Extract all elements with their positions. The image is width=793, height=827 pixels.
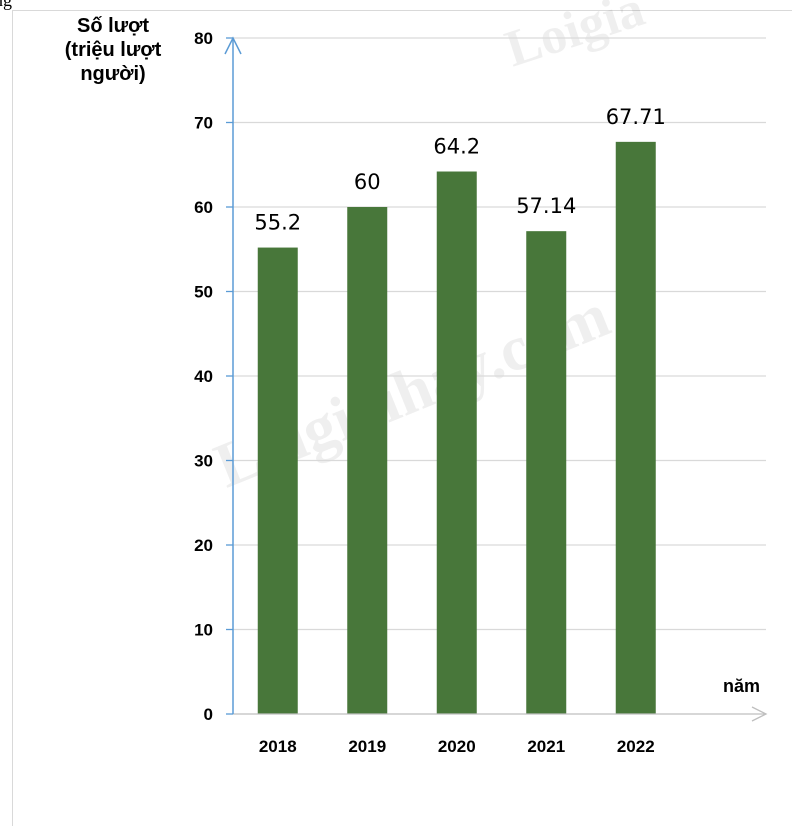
bars: [257, 141, 656, 715]
x-tick-label: 2019: [348, 737, 386, 756]
y-tick-label: 0: [204, 705, 213, 724]
y-axis-title-line: người): [80, 63, 146, 85]
y-axis-title-line: (triệu lượt: [64, 39, 162, 61]
x-axis-title: năm: [723, 676, 760, 696]
axes: [224, 36, 768, 722]
gridlines: [233, 37, 766, 631]
y-tick-label: 70: [194, 114, 213, 133]
data-label: 57.14: [516, 194, 576, 218]
y-tick-label: 60: [194, 198, 213, 217]
y-axis-title-line: Số lượt: [76, 15, 150, 37]
top-clipped-text: ng: [0, 0, 12, 10]
y-tick-label: 20: [194, 536, 213, 555]
x-tick-label: 2022: [617, 737, 655, 756]
bar: [526, 231, 567, 715]
data-label: 60: [354, 170, 381, 194]
watermark: Loigia: [499, 0, 651, 78]
y-tick-label: 50: [194, 283, 213, 302]
data-label: 64.2: [433, 135, 480, 159]
bar: [347, 207, 388, 714]
x-tick-label: 2018: [259, 737, 297, 756]
labels: 0 10 20 30 40 50 60 70 80 55.2 2018 60 2019 64.2 2020 5…: [194, 29, 760, 756]
x-tick-label: 2021: [527, 737, 565, 756]
data-label: 67.71: [606, 105, 666, 129]
bar: [257, 247, 298, 714]
bar: [615, 141, 656, 715]
y-axis-title: Số lượt (triệu lượt người): [38, 14, 188, 86]
y-tick-label: 10: [194, 621, 213, 640]
x-axis-arrow-icon: [751, 706, 768, 722]
data-label: 55.2: [254, 211, 301, 235]
y-tick-label: 40: [194, 367, 213, 386]
chart-frame: [12, 10, 792, 826]
y-axis-arrow-icon: [224, 36, 242, 55]
bar: [436, 171, 477, 714]
y-tick-label: 30: [194, 452, 213, 471]
y-tick-label: 80: [194, 29, 213, 48]
x-tick-label: 2020: [438, 737, 476, 756]
